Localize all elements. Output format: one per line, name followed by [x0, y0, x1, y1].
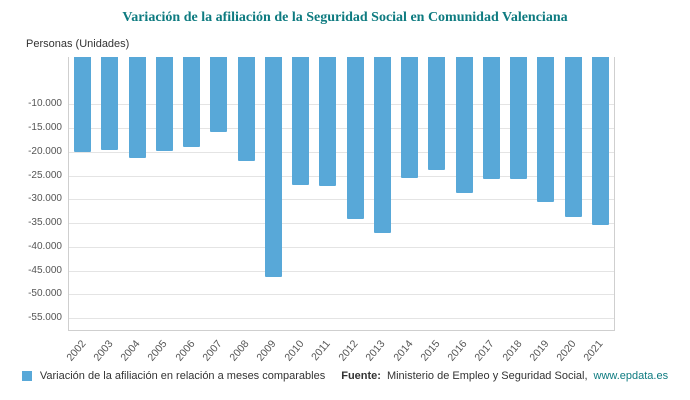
bar-2012[interactable]: [346, 57, 364, 220]
bar-2003[interactable]: [101, 57, 119, 150]
bar-2015[interactable]: [428, 57, 446, 170]
bar-2005[interactable]: [155, 57, 173, 151]
gridline: [69, 270, 614, 272]
source-prefix: Fuente:: [341, 370, 381, 382]
bar-2019[interactable]: [537, 57, 555, 202]
y-tick-label: -50.000: [28, 288, 62, 300]
x-tick-label: 2017: [472, 338, 497, 364]
x-tick-label: 2020: [554, 338, 579, 364]
x-tick-label: 2019: [527, 338, 552, 364]
bar-2002[interactable]: [74, 57, 92, 152]
x-tick-label: 2021: [581, 338, 606, 364]
x-tick-label: 2012: [336, 338, 361, 364]
chart-title: Variación de la afiliación de la Segurid…: [122, 10, 568, 25]
gridline: [69, 294, 614, 296]
bar-2004[interactable]: [128, 57, 146, 158]
source-text: Ministerio de Empleo y Seguridad Social,: [386, 370, 588, 382]
gridline: [69, 151, 614, 153]
plot-area: [68, 57, 615, 331]
x-tick-label: 2010: [281, 338, 307, 364]
y-tick-label: -10.000: [28, 98, 62, 110]
legend-swatch: [21, 371, 32, 381]
gridline: [69, 175, 614, 177]
bar-2008[interactable]: [237, 57, 255, 162]
bar-2018[interactable]: [510, 57, 528, 180]
legend-label: Variación de la afiliación en relación a…: [39, 370, 326, 382]
x-tick-label: 2011: [308, 338, 333, 364]
y-tick-label: -40.000: [28, 240, 62, 252]
bar-2016[interactable]: [455, 57, 473, 194]
bar-2011[interactable]: [319, 57, 337, 187]
x-tick-label: 2002: [63, 338, 89, 364]
bar-2006[interactable]: [183, 57, 201, 148]
x-tick-label: 2018: [499, 338, 525, 364]
y-tick-label: -35.000: [28, 217, 62, 229]
bar-2014[interactable]: [401, 57, 419, 179]
x-tick-label: 2015: [418, 338, 443, 364]
x-tick-label: 2004: [118, 338, 143, 364]
x-tick-label: 2005: [145, 338, 170, 364]
gridline: [69, 318, 614, 320]
x-tick-label: 2008: [227, 338, 252, 364]
x-tick-label: 2016: [445, 338, 470, 364]
bar-2009[interactable]: [264, 57, 282, 277]
y-tick-label: -25.000: [28, 169, 62, 181]
x-tick-label: 2014: [390, 338, 416, 364]
gridline: [69, 223, 614, 225]
gridline: [69, 246, 614, 248]
gridline: [69, 128, 614, 130]
y-tick-label: -30.000: [28, 193, 62, 205]
y-tick-label: -20.000: [28, 145, 62, 157]
bar-2021[interactable]: [591, 57, 609, 225]
x-tick-label: 2007: [200, 338, 225, 364]
bar-2007[interactable]: [210, 57, 228, 133]
x-tick-label: 2013: [363, 338, 388, 364]
source-link[interactable]: www.epdata.es: [593, 370, 669, 382]
y-tick-label: -45.000: [28, 264, 62, 276]
x-tick-label: 2003: [91, 338, 116, 364]
gridline: [69, 199, 614, 201]
y-tick-label: -15.000: [28, 122, 62, 134]
chart-footer: Variación de la afiliación en relación a…: [0, 370, 690, 382]
bar-2017[interactable]: [482, 57, 500, 180]
bar-2020[interactable]: [564, 57, 582, 217]
gridline: [69, 104, 614, 106]
x-tick-label: 2009: [254, 338, 279, 364]
y-tick-label: -55.000: [28, 312, 62, 324]
bar-2013[interactable]: [373, 57, 391, 233]
bar-2010[interactable]: [292, 57, 310, 186]
y-axis-label: Personas (Unidades): [26, 38, 130, 50]
x-tick-label: 2006: [172, 338, 198, 364]
